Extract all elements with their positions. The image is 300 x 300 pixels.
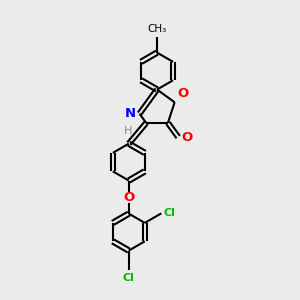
Text: Cl: Cl xyxy=(123,274,135,284)
Text: O: O xyxy=(182,130,193,144)
Text: Cl: Cl xyxy=(164,208,176,218)
Text: H: H xyxy=(123,126,132,136)
Text: O: O xyxy=(123,190,134,204)
Text: CH₃: CH₃ xyxy=(147,25,167,34)
Text: O: O xyxy=(177,87,188,100)
Text: N: N xyxy=(125,107,136,120)
